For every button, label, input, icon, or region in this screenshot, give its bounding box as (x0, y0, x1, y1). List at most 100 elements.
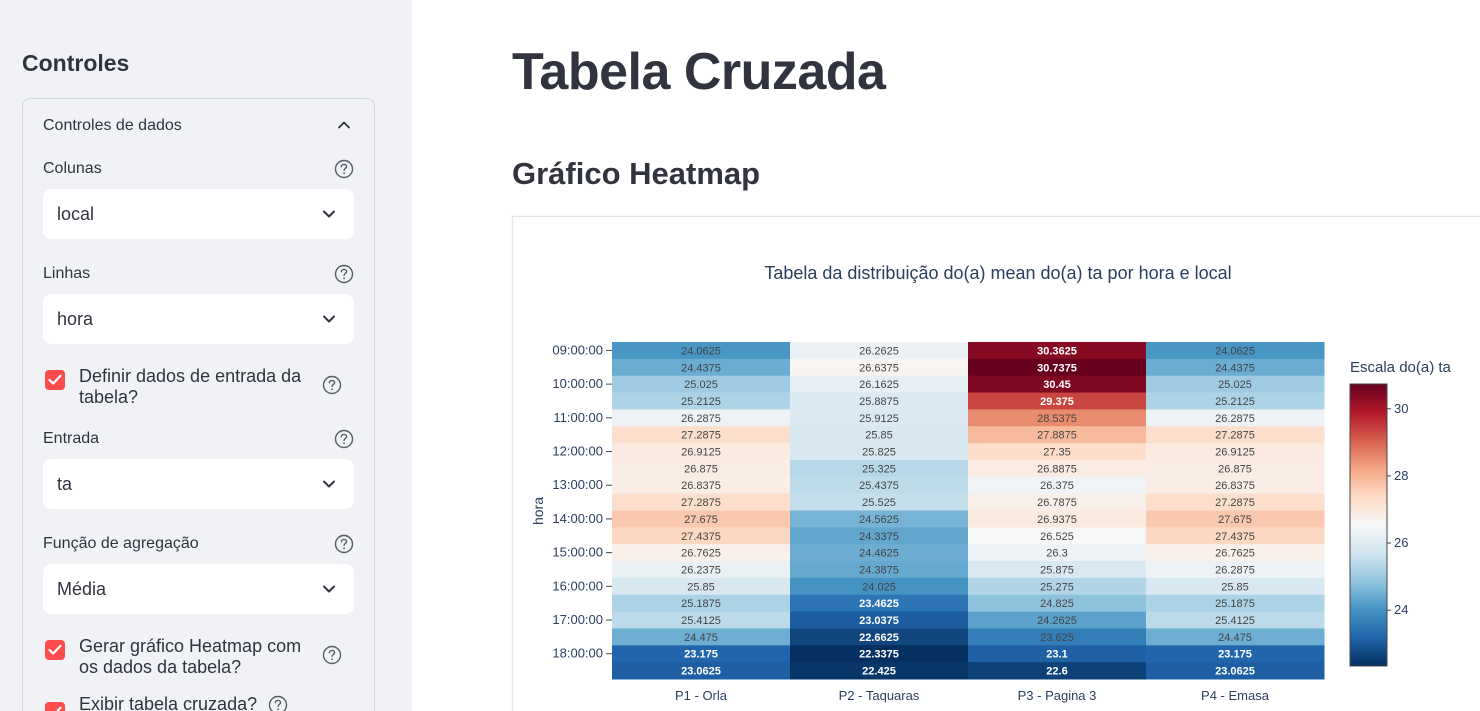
heatmap-cell[interactable] (790, 662, 969, 680)
entrada-select[interactable]: ta (43, 459, 354, 509)
help-icon[interactable] (322, 375, 342, 395)
heatmap-cell[interactable] (968, 611, 1147, 629)
heatmap-cell[interactable] (968, 561, 1147, 579)
heatmap-cell[interactable] (1146, 611, 1325, 629)
heatmap-cell[interactable] (1146, 392, 1325, 410)
heatmap-cell[interactable] (790, 476, 969, 495)
heatmap-cell[interactable] (790, 493, 969, 511)
heatmap-cell[interactable] (968, 645, 1147, 663)
chevron-up-icon[interactable] (338, 119, 350, 131)
heatmap-cell[interactable] (1146, 476, 1325, 495)
heatmap-cell[interactable] (968, 342, 1147, 360)
heatmap-cell[interactable] (612, 392, 791, 410)
heatmap-cell[interactable] (968, 426, 1147, 444)
expander-header-label[interactable]: Controles de dados (43, 117, 182, 134)
heatmap-cell[interactable] (790, 443, 969, 461)
heatmap-cell[interactable] (1146, 628, 1325, 646)
heatmap-cell[interactable] (790, 544, 969, 562)
heatmap-cell[interactable] (968, 662, 1147, 680)
heatmap-cell[interactable] (612, 645, 791, 663)
heatmap-cell[interactable] (1146, 594, 1325, 613)
heatmap-cell[interactable] (612, 426, 791, 444)
heatmap-cell[interactable] (968, 594, 1147, 613)
heatmap-cell[interactable] (612, 342, 791, 360)
heatmap-cell[interactable] (790, 426, 969, 444)
heatmap-cell[interactable] (1146, 577, 1325, 596)
definir-entrada-checkbox-row[interactable]: Definir dados de entrada da tabela? (45, 366, 345, 410)
help-icon[interactable] (268, 695, 288, 711)
gerar-heatmap-checkbox-row[interactable]: Gerar gráfico Heatmap com os dados da ta… (45, 636, 345, 680)
heatmap-cell[interactable] (790, 392, 969, 410)
heatmap-cell[interactable] (1146, 409, 1325, 427)
help-icon[interactable] (334, 534, 354, 554)
heatmap-cell[interactable] (1146, 493, 1325, 511)
heatmap-cell[interactable] (790, 628, 969, 646)
heatmap-cell[interactable] (968, 628, 1147, 646)
heatmap-cell[interactable] (790, 527, 969, 545)
heatmap-cell[interactable] (612, 409, 791, 427)
heatmap-cell[interactable] (1146, 527, 1325, 545)
heatmap-cell[interactable] (790, 577, 969, 596)
heatmap-cell[interactable] (612, 527, 791, 545)
heatmap-cell[interactable] (1146, 443, 1325, 461)
heatmap-cell[interactable] (1146, 561, 1325, 579)
heatmap-cell[interactable] (790, 611, 969, 629)
heatmap-cell[interactable] (790, 459, 969, 478)
exibir-tabela-checkbox-row[interactable]: Exibir tabela cruzada? (45, 694, 375, 711)
heatmap-cell[interactable] (612, 662, 791, 680)
funcao-agregacao-select[interactable]: Média (43, 564, 354, 614)
gerar-heatmap-checkbox[interactable] (45, 640, 65, 660)
heatmap-cell[interactable] (612, 493, 791, 511)
heatmap-cell[interactable] (968, 409, 1147, 427)
heatmap-cell[interactable] (612, 611, 791, 629)
heatmap-cell[interactable] (968, 459, 1147, 478)
heatmap-cell[interactable] (1146, 375, 1325, 394)
help-icon[interactable] (334, 264, 354, 284)
heatmap-cell[interactable] (968, 493, 1147, 511)
heatmap-cell[interactable] (612, 476, 791, 495)
heatmap-chart[interactable]: Tabela da distribuição do(a) mean do(a) … (512, 216, 1480, 711)
heatmap-cell[interactable] (968, 577, 1147, 596)
heatmap-cell[interactable] (612, 544, 791, 562)
heatmap-cell[interactable] (612, 628, 791, 646)
heatmap-cell[interactable] (612, 443, 791, 461)
heatmap-cell[interactable] (968, 375, 1147, 394)
heatmap-cell[interactable] (968, 392, 1147, 410)
heatmap-cell[interactable] (790, 375, 969, 394)
heatmap-cell[interactable] (1146, 510, 1325, 528)
heatmap-cell[interactable] (790, 645, 969, 663)
heatmap-cell[interactable] (790, 561, 969, 579)
heatmap-cell[interactable] (790, 510, 969, 528)
heatmap-cell[interactable] (790, 409, 969, 427)
heatmap-cell[interactable] (612, 510, 791, 528)
heatmap-cell[interactable] (1146, 358, 1325, 377)
help-icon[interactable] (322, 645, 342, 665)
linhas-select[interactable]: hora (43, 294, 354, 344)
heatmap-cell[interactable] (968, 358, 1147, 377)
heatmap-cell[interactable] (968, 527, 1147, 545)
heatmap-cell[interactable] (968, 476, 1147, 495)
heatmap-cell[interactable] (790, 594, 969, 613)
heatmap-cell[interactable] (1146, 544, 1325, 562)
heatmap-cell[interactable] (1146, 459, 1325, 478)
exibir-tabela-checkbox[interactable] (45, 702, 65, 711)
heatmap-cell[interactable] (1146, 645, 1325, 663)
definir-entrada-checkbox[interactable] (45, 370, 65, 390)
heatmap-cell[interactable] (1146, 342, 1325, 360)
heatmap-cell[interactable] (612, 375, 791, 394)
help-icon[interactable] (334, 429, 354, 449)
heatmap-cell[interactable] (612, 577, 791, 596)
heatmap-cell[interactable] (968, 443, 1147, 461)
heatmap-cell[interactable] (1146, 426, 1325, 444)
help-icon[interactable] (334, 159, 354, 179)
colunas-select[interactable]: local (43, 189, 354, 239)
heatmap-cell[interactable] (790, 358, 969, 377)
heatmap-cell[interactable] (612, 561, 791, 579)
heatmap-cell[interactable] (612, 594, 791, 613)
heatmap-cell[interactable] (968, 544, 1147, 562)
heatmap-cell[interactable] (968, 510, 1147, 528)
heatmap-cell[interactable] (612, 459, 791, 478)
heatmap-cell[interactable] (1146, 662, 1325, 680)
heatmap-cell[interactable] (790, 342, 969, 360)
heatmap-cell[interactable] (612, 358, 791, 377)
